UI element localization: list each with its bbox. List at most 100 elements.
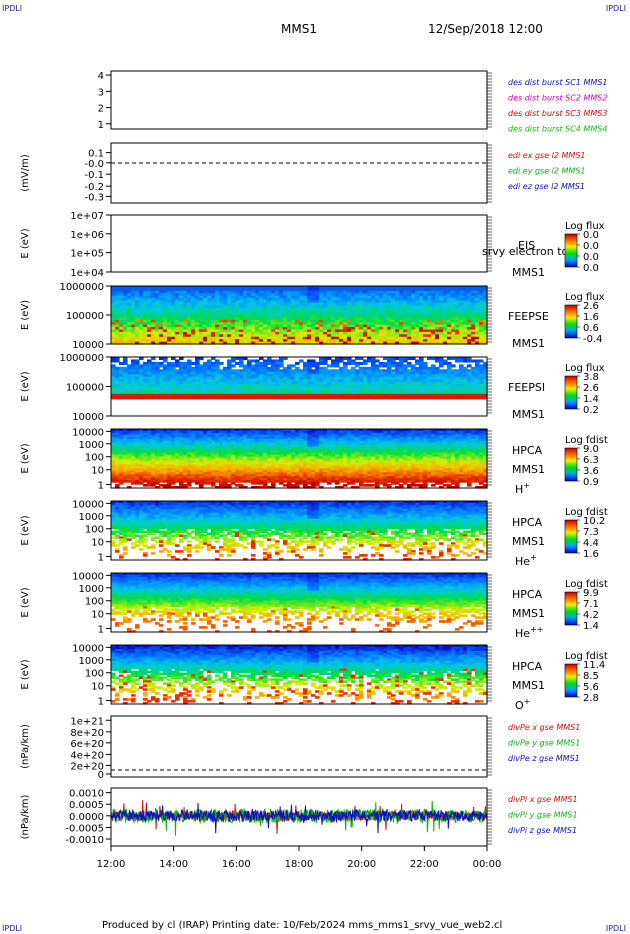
colorbar-title: Log fdist [565,507,608,518]
colorbar-tick-label: 3.6 [583,466,599,477]
y-tick-label: 1 [98,480,104,491]
instrument-label: HPCA [512,444,543,457]
y-tick-label: 4e+20 [70,750,104,761]
y-tick-label: -0.1 [84,170,104,181]
colorbar-title: Log flux [565,363,605,374]
instrument-label: FEEPSI [508,381,545,394]
colorbar [564,304,578,339]
spacecraft-label: MMS1 [512,607,545,620]
y-axis-label: E (eV) [20,300,31,330]
legend-entry: des dist burst SC2 MMS2 [508,94,607,103]
panel-feepse: 1000000 100000 10000 E (eV) FEEPSE MMS1 Log fl… [20,282,605,351]
x-tick-label: 20:00 [347,859,376,870]
colorbar [564,663,578,698]
y-tick-label: 10 [91,610,104,621]
y-axis-label: E (eV) [20,443,31,473]
panel-frame [110,572,488,633]
x-tick-label: 00:00 [473,859,502,870]
header-datetime: 12/Sep/2018 12:00 [428,22,543,36]
y-tick-label: 0.0010 [69,789,104,800]
y-axis-label: (mV/m) [20,154,31,192]
y-tick-label: 100 [85,669,104,680]
instrument-label: EIS [518,239,535,252]
panel-hpca-he2: 10000 1000 100 10 1 E (eV) HPCA MMS1 He++ Log fdi… [20,571,608,640]
y-axis-label: E (eV) [20,228,31,258]
y-tick-label: 4 [98,71,104,82]
legend-entry: des dist burst SC4 MMS4 [508,125,607,134]
y-axis-label: E (eV) [20,587,31,617]
series-line-z [110,802,488,834]
legend-entry: divPe y gse MMS1 [508,739,580,748]
species-label: He+ [515,553,537,568]
panel-feepsi: 1000000 100000 10000 E (eV) FEEPSI MMS1 Log fl… [20,353,605,423]
y-tick-label: 100 [85,597,104,608]
colorbar-tick-label: 9.9 [583,588,599,599]
colorbar-tick-label: 1.4 [583,394,599,405]
panel-hpca-h: 10000 1000 100 10 1 E (eV) HPCA MMS1 H+ Log fdist… [20,427,608,496]
species-label: O+ [515,697,530,712]
panel-frame [110,500,488,561]
colorbar-tick-label: 11.4 [583,660,605,671]
y-tick-label: 2 [98,104,104,115]
panel-hpca-he1: 10000 1000 100 10 1 E (eV) HPCA MMS1 He+ Log fdis… [20,499,608,568]
y-tick-label: 2e+20 [70,761,104,772]
colorbar-tick-label: 0.0 [583,241,599,252]
legend-entry: divPi z gse MMS1 [508,826,577,835]
colorbar-tick-label: 2.6 [583,301,599,312]
y-tick-label: 10000 [72,412,104,423]
y-tick-label: 0.0005 [69,800,104,811]
y-tick-label: 1000 [79,656,104,667]
instrument-label: HPCA [512,660,543,673]
colorbar-tick-label: 7.3 [583,527,599,538]
spacecraft-label: MMS1 [512,266,545,279]
y-axis-label: (nPa/km) [20,724,31,769]
panel-frame [110,715,488,778]
y-tick-label: 1e+07 [70,211,104,222]
panel-frame [110,70,488,130]
colorbar-tick-label: 10.2 [583,516,605,527]
species-charge: + [523,481,530,490]
colorbar-tick-label: 1.6 [583,312,599,323]
x-tick-label: 14:00 [159,859,188,870]
spacecraft-label: MMS1 [512,408,545,421]
colorbar-tick-label: 1.6 [583,549,599,560]
colorbar-title: Log flux [565,292,605,303]
y-axis-label: (nPa/km) [20,795,31,840]
y-tick-label: 10000 [72,571,104,582]
spacecraft-label: MMS1 [512,337,545,350]
legend-entry: edi ez gse l2 MMS1 [508,182,585,191]
colorbar [564,233,578,268]
y-tick-label: 1 [98,696,104,707]
colorbar-tick-label: 0.0 [583,230,599,241]
y-tick-label: 10 [91,466,104,477]
colorbar-tick-label: 4.4 [583,538,599,549]
instrument-label: FEEPSE [508,310,549,323]
y-tick-label: -0.3 [84,192,104,203]
y-tick-label: 0.0000 [69,812,104,823]
y-tick-label: 0 [98,770,104,781]
colorbar [564,519,578,554]
colorbar-tick-label: 0.9 [583,477,599,488]
y-tick-label: 1000 [79,584,104,595]
colorbar-title: Log fdist [565,435,608,446]
y-tick-label: 1e+04 [70,268,104,279]
y-tick-label: 100000 [66,383,104,394]
panel-frame [110,214,488,273]
panel-eis: 1e+07 1e+06 1e+05 1e+04 E (eV) EIS MMS1 srvy el… [20,211,605,279]
y-tick-label: 100000 [66,311,104,322]
y-axis-label: E (eV) [20,371,31,401]
y-tick-label: 3 [98,87,104,98]
legend-entry: divPe z gse MMS1 [508,754,580,763]
y-tick-label: -0.0010 [65,835,104,846]
y-tick-label: 10 [91,538,104,549]
y-tick-label: 6e+20 [70,739,104,750]
legend-entry: des dist burst SC3 MMS3 [508,109,607,118]
y-tick-label: -0.0 [84,159,104,170]
panel-frame [110,142,488,204]
legend-entry: des dist burst SC1 MMS1 [508,78,607,87]
y-tick-label: 1000 [79,512,104,523]
y-tick-label: 10000 [72,427,104,438]
x-tick-label: 18:00 [285,859,314,870]
legend-entry: divPi y gse MMS1 [508,811,578,820]
